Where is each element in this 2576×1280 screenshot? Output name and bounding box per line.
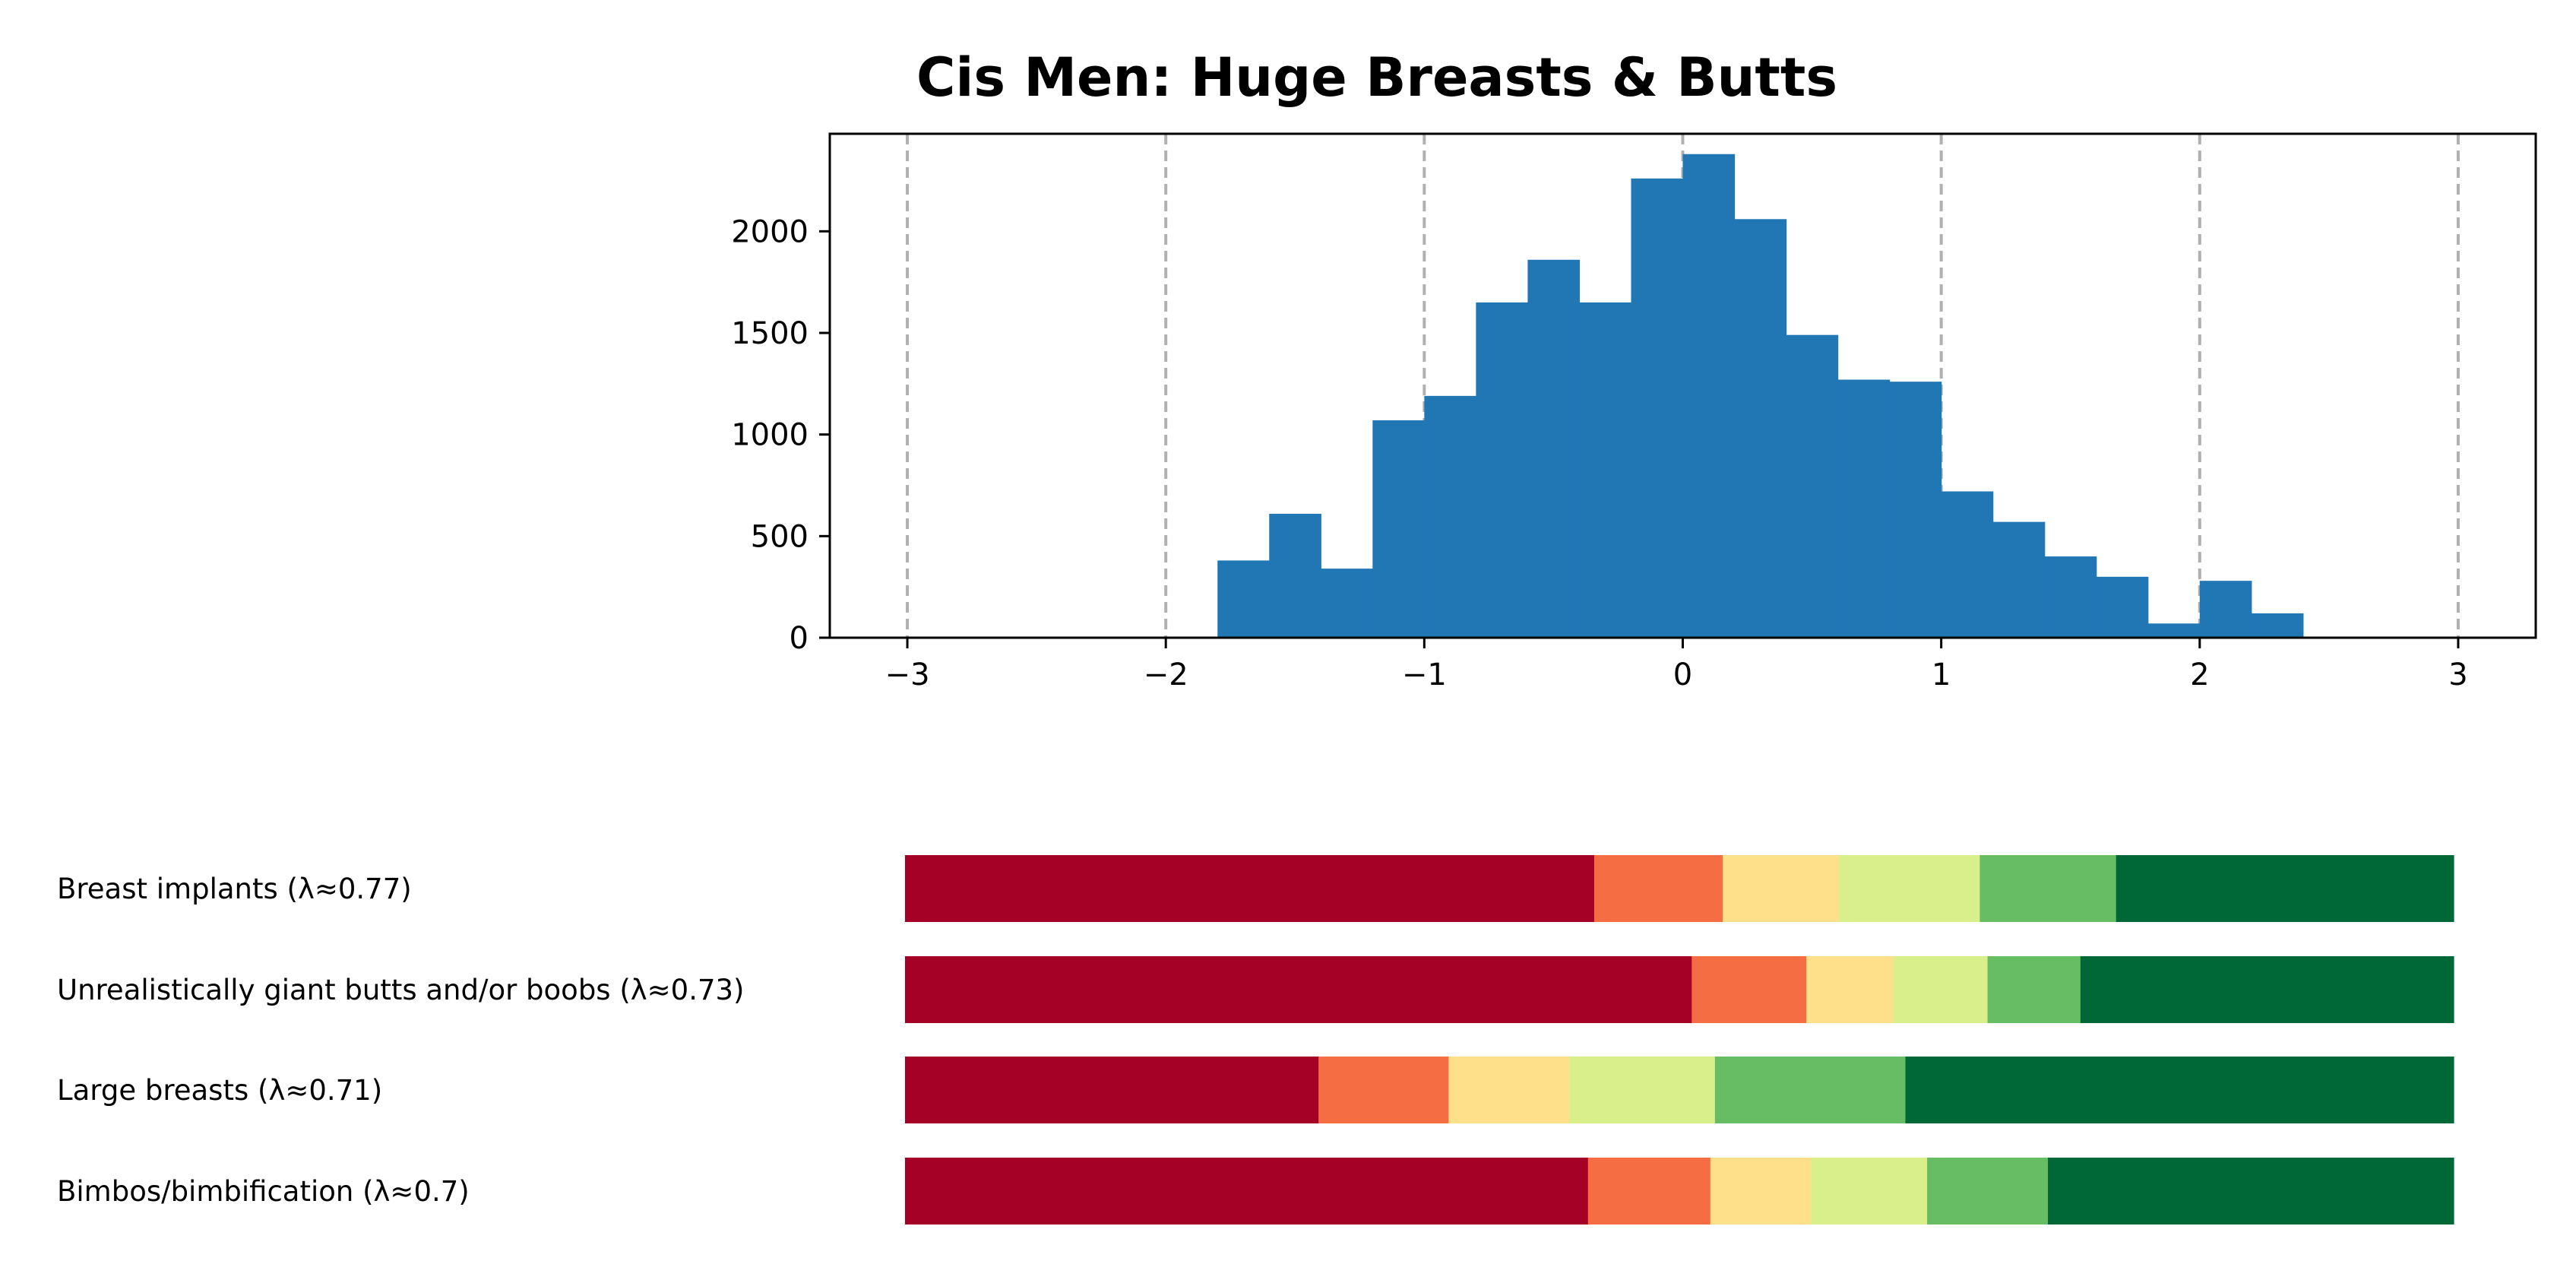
stacked-bar-segment bbox=[2048, 1158, 2454, 1225]
stacked-bar-segment bbox=[2116, 855, 2454, 922]
histogram-bar bbox=[1734, 219, 1787, 638]
stacked-bar-segment bbox=[1691, 956, 1807, 1023]
histogram-bar bbox=[2147, 623, 2201, 638]
stacked-bar-segment bbox=[1710, 1158, 1812, 1225]
stacked-bar-segment bbox=[1905, 1057, 2454, 1123]
stacked-bar-segment bbox=[1593, 855, 1723, 922]
stacked-bar-segment bbox=[1806, 956, 1894, 1023]
histogram-bar bbox=[1631, 178, 1684, 638]
category-label: Unrealistically giant butts and/or boobs… bbox=[57, 974, 745, 1006]
stacked-bar-segment bbox=[1723, 855, 1840, 922]
category-label: Large breasts (λ≈0.71) bbox=[57, 1074, 382, 1107]
histogram-bar bbox=[2251, 613, 2304, 638]
category-label: Breast implants (λ≈0.77) bbox=[57, 873, 412, 905]
y-tick-label: 500 bbox=[751, 519, 809, 554]
stacked-bar-segment bbox=[1448, 1057, 1570, 1123]
histogram-bar bbox=[1372, 420, 1425, 638]
stacked-bar-segment bbox=[1569, 1057, 1716, 1123]
histogram-bar bbox=[1321, 569, 1373, 638]
histogram-bar bbox=[2199, 581, 2252, 638]
x-tick-label: 0 bbox=[1673, 657, 1692, 692]
stacked-bar-segment bbox=[905, 1158, 1589, 1225]
stacked-bar-segment bbox=[1811, 1158, 1928, 1225]
category-label: Bimbos/bimbification (λ≈0.7) bbox=[57, 1175, 470, 1208]
stacked-bar-segment bbox=[2080, 956, 2454, 1023]
histogram-bar bbox=[1889, 382, 1942, 638]
histogram-bar bbox=[1579, 302, 1632, 638]
y-tick-label: 1000 bbox=[731, 418, 809, 453]
histogram-bar bbox=[1527, 259, 1581, 638]
x-tick-label: −1 bbox=[1402, 657, 1447, 692]
chart-title: Cis Men: Huge Breasts & Butts bbox=[916, 46, 1837, 109]
histogram-bars bbox=[1217, 154, 2304, 638]
stacked-bar-segment bbox=[1587, 1158, 1711, 1225]
histogram-bar bbox=[1682, 154, 1736, 638]
y-tick-label: 1500 bbox=[731, 316, 809, 351]
histogram-bar bbox=[1941, 491, 1994, 638]
histogram-bar bbox=[1992, 521, 2046, 638]
x-tick-label: 1 bbox=[1932, 657, 1951, 692]
x-tick-label: −3 bbox=[885, 657, 930, 692]
histogram-bar bbox=[1476, 302, 1529, 638]
stacked-bar-segment bbox=[1838, 855, 1980, 922]
histogram-bar bbox=[1424, 395, 1476, 638]
histogram-bar bbox=[1837, 379, 1891, 638]
histogram-x-axis: −3 −2 −1 0 1 2 3 bbox=[885, 638, 2468, 692]
histogram-bar bbox=[2096, 576, 2149, 638]
histogram-bar bbox=[1269, 513, 1321, 638]
stacked-bar-segment bbox=[1893, 956, 1989, 1023]
stacked-bars: Breast implants (λ≈0.77) Unrealistically … bbox=[57, 855, 2454, 1225]
stacked-bar-segment bbox=[1927, 1158, 2049, 1225]
stacked-bar-segment bbox=[905, 956, 1692, 1023]
x-tick-label: 3 bbox=[2448, 657, 2467, 692]
histogram-bar bbox=[1217, 560, 1270, 638]
histogram-y-axis: 0 500 1000 1500 2000 bbox=[731, 214, 830, 656]
x-tick-label: −2 bbox=[1144, 657, 1188, 692]
stacked-bar-segment bbox=[905, 855, 1595, 922]
x-tick-label: 2 bbox=[2190, 657, 2209, 692]
stacked-bar-segment bbox=[1979, 855, 2117, 922]
stacked-bar-segment bbox=[905, 1057, 1319, 1123]
y-tick-label: 2000 bbox=[731, 214, 809, 249]
stacked-bar-segment bbox=[1987, 956, 2081, 1023]
y-tick-label: 0 bbox=[790, 621, 809, 656]
stacked-bar-segment bbox=[1318, 1057, 1449, 1123]
histogram-bar bbox=[2044, 556, 2097, 638]
stacked-bar-segment bbox=[1714, 1057, 1907, 1123]
histogram-bar bbox=[1786, 334, 1839, 638]
